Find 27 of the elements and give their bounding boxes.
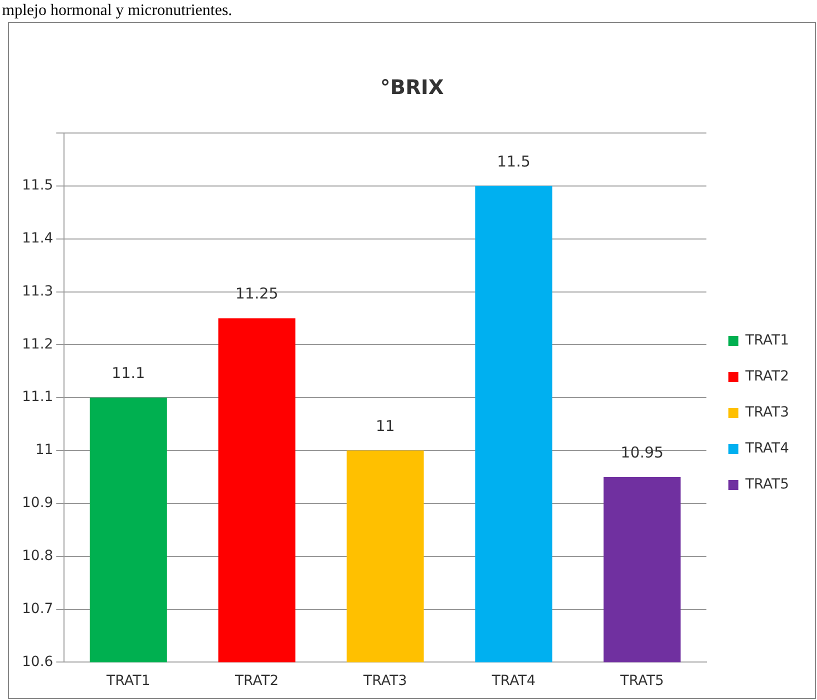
data-label: 11.25 [235, 284, 278, 303]
y-tick-label: 10.6 [22, 654, 54, 670]
x-tick-label: TRAT2 [234, 673, 279, 690]
y-tick-label: 10.8 [22, 548, 54, 564]
y-tick-label: 11.5 [22, 178, 54, 194]
legend-label: TRAT4 [744, 440, 790, 457]
y-tick-label: 11.4 [22, 230, 54, 246]
x-tick-label: TRAT1 [106, 673, 150, 690]
y-tick-label: 11.1 [22, 389, 54, 406]
data-label: 11.5 [496, 152, 530, 170]
y-tick-label: 11.2 [22, 336, 54, 352]
data-label: 11.1 [112, 364, 146, 382]
text: mplejo hormonal y micronutrientes. [2, 1, 232, 20]
legend-label: TRAT2 [744, 368, 790, 385]
y-tick-label: 11.3 [22, 283, 54, 300]
legend-label: TRAT1 [744, 332, 790, 349]
x-tick-label: TRAT3 [362, 673, 408, 690]
x-tick-label: TRAT5 [619, 673, 664, 690]
legend-label: TRAT3 [744, 404, 790, 421]
y-tick-label: 10.9 [22, 495, 54, 512]
y-tick-label: 11 [35, 442, 54, 458]
chart-title: °BRIX [379, 75, 445, 99]
legend-label: TRAT5 [744, 476, 790, 493]
y-tick-label: 10.7 [22, 600, 54, 617]
data-label: 10.95 [620, 443, 664, 462]
x-tick-label: TRAT4 [490, 673, 536, 690]
data-label: 11 [376, 416, 395, 435]
